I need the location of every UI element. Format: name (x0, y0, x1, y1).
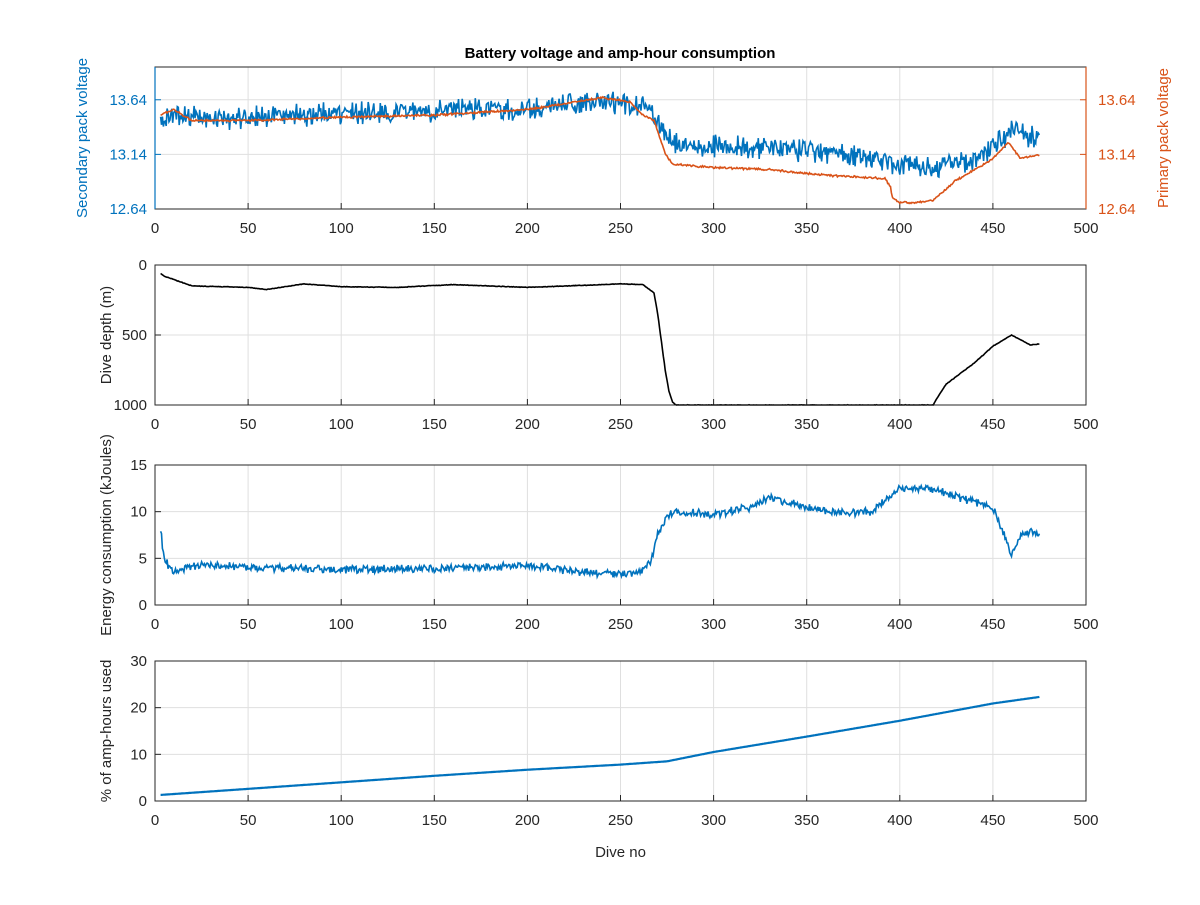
y-tick-label: 12.64 (109, 201, 147, 218)
x-tick-label: 50 (240, 220, 257, 237)
x-tick-label: 450 (980, 416, 1005, 433)
y-tick-label: 0 (139, 257, 147, 274)
x-tick-label: 200 (515, 616, 540, 633)
y-axis-label: Dive depth (m) (98, 286, 115, 384)
x-tick-label: 200 (515, 812, 540, 829)
x-tick-label: 100 (329, 416, 354, 433)
series-line-1 (160, 695, 1040, 797)
x-tick-label: 300 (701, 616, 726, 633)
x-tick-label: 300 (701, 416, 726, 433)
y-right-tick-label: 12.64 (1098, 201, 1136, 218)
y-right-tick-label: 13.64 (1098, 92, 1136, 109)
x-tick-label: 400 (887, 220, 912, 237)
y-right-tick-label: 13.14 (1098, 146, 1136, 163)
x-tick-label: 450 (980, 616, 1005, 633)
x-tick-label: 300 (701, 812, 726, 829)
chart-title: Battery voltage and amp-hour consumption (465, 45, 776, 62)
series-line-1 (159, 483, 1041, 580)
axes-frame (154, 464, 1087, 606)
y-tick-label: 20 (130, 700, 147, 717)
y-tick-label: 15 (130, 457, 147, 474)
x-tick-label: 350 (794, 220, 819, 237)
x-tick-label: 300 (701, 220, 726, 237)
y-tick-label: 10 (130, 746, 147, 763)
x-tick-label: 0 (151, 416, 159, 433)
x-tick-label: 50 (240, 416, 257, 433)
x-tick-label: 500 (1073, 812, 1098, 829)
x-tick-label: 100 (329, 616, 354, 633)
x-tick-label: 150 (422, 616, 447, 633)
x-tick-label: 0 (151, 616, 159, 633)
x-tick-label: 0 (151, 220, 159, 237)
x-tick-label: 350 (794, 416, 819, 433)
axes-frame (154, 264, 1087, 406)
y-tick-label: 0 (139, 597, 147, 614)
x-tick-label: 250 (608, 616, 633, 633)
x-tick-label: 50 (240, 812, 257, 829)
x-axis-label: Dive no (595, 844, 646, 861)
y-axis-label: % of amp-hours used (98, 660, 115, 803)
y-tick-label: 13.64 (109, 92, 147, 109)
y-tick-label: 13.14 (109, 146, 147, 163)
y-tick-label: 10 (130, 504, 147, 521)
x-tick-label: 400 (887, 812, 912, 829)
subplot-3: 0 50 100 150 200 250 300 350 400 450 500 0 5 10 15 Ener… (98, 434, 1099, 636)
y-tick-label: 30 (130, 653, 147, 670)
x-tick-label: 350 (794, 616, 819, 633)
subplot-4: 0 50 100 150 200 250 300 350 400 450 500 0 10 20 30 % o… (98, 653, 1099, 861)
y-tick-label: 5 (139, 550, 147, 567)
series-line-1 (159, 91, 1041, 179)
x-tick-label: 400 (887, 616, 912, 633)
x-tick-label: 150 (422, 416, 447, 433)
x-tick-label: 250 (608, 416, 633, 433)
y-tick-label: 500 (122, 327, 147, 344)
series-line-2 (160, 95, 1040, 205)
y-axis-label: Energy consumption (kJoules) (98, 434, 115, 636)
subplot-2: 0 50 100 150 200 250 300 350 400 450 500 0 500 1000 Di… (98, 257, 1099, 433)
y-axis-label-right: Primary pack voltage (1155, 68, 1172, 208)
x-tick-label: 100 (329, 812, 354, 829)
x-tick-label: 150 (422, 812, 447, 829)
x-tick-label: 100 (329, 220, 354, 237)
x-tick-label: 250 (608, 220, 633, 237)
y-tick-label: 0 (139, 793, 147, 810)
subplot-1: 0 50 100 150 200 250 300 350 400 450 50012.6413.14… (74, 58, 1172, 237)
x-tick-label: 200 (515, 416, 540, 433)
x-tick-label: 450 (980, 812, 1005, 829)
x-tick-label: 50 (240, 616, 257, 633)
axes-frame (154, 660, 1087, 802)
x-tick-label: 500 (1073, 416, 1098, 433)
x-tick-label: 200 (515, 220, 540, 237)
y-axis-label-left: Secondary pack voltage (74, 58, 91, 218)
x-tick-label: 250 (608, 812, 633, 829)
x-tick-label: 500 (1073, 220, 1098, 237)
y-tick-label: 1000 (114, 397, 147, 414)
x-tick-label: 150 (422, 220, 447, 237)
x-tick-label: 450 (980, 220, 1005, 237)
x-tick-label: 350 (794, 812, 819, 829)
x-tick-label: 0 (151, 812, 159, 829)
x-tick-label: 500 (1073, 616, 1098, 633)
x-tick-label: 400 (887, 416, 912, 433)
